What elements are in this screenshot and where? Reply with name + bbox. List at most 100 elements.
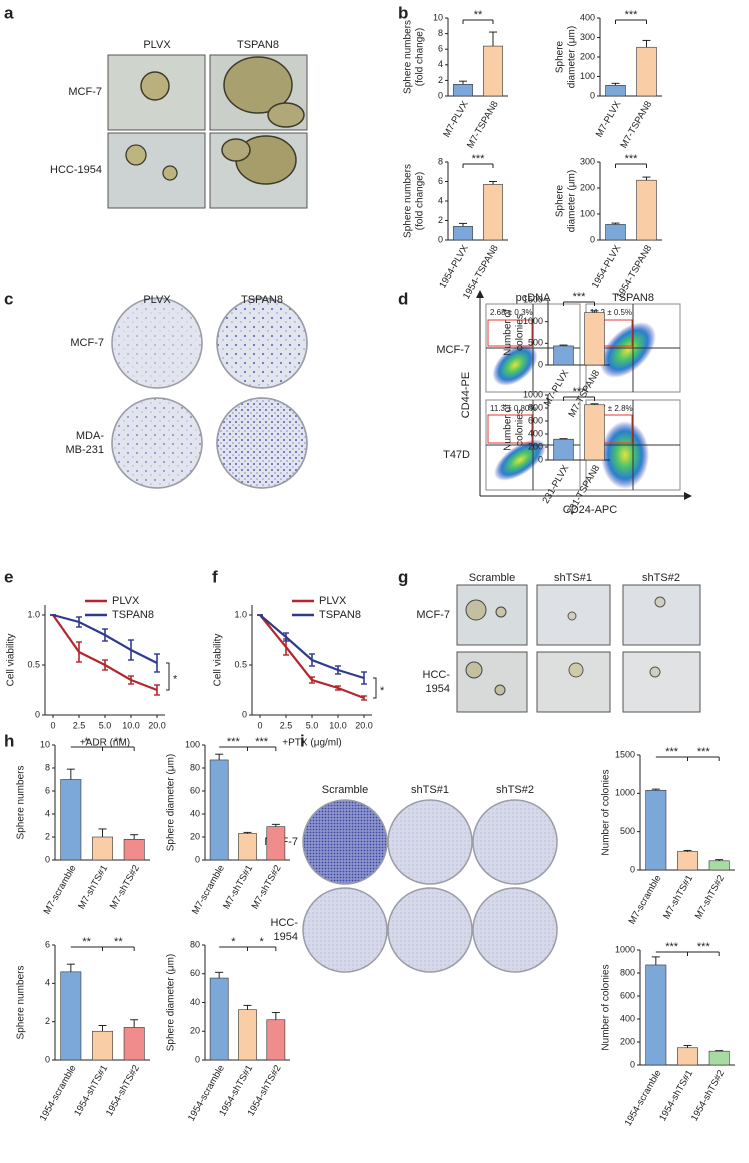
y-tick-label: 0 (45, 1054, 50, 1064)
column-label: TSPAN8 (237, 39, 279, 51)
column-label: PLVX (143, 39, 171, 51)
y-tick-label: 0 (195, 854, 200, 864)
error-bar (651, 956, 660, 965)
y-tick-label: 0 (538, 454, 543, 464)
facs-plots (476, 290, 692, 500)
y-tick-label: 4 (438, 59, 443, 69)
x-tick-label: 20.0 (355, 720, 373, 730)
error-bar (559, 344, 568, 346)
error-bar (98, 828, 107, 837)
x-tick-label: M7-PLVX (441, 99, 471, 140)
significance-label: * (85, 736, 90, 748)
y-tick-label: 200 (528, 441, 543, 451)
error-bar (154, 684, 160, 696)
gate-label: 11.2 ± 0.5% (590, 308, 632, 317)
x-tick-label: 5.0 (99, 720, 112, 730)
y-tick-label: 80 (190, 762, 200, 772)
bar (553, 438, 574, 461)
bar (708, 1050, 730, 1066)
x-axis-label: CD24-APC (563, 504, 617, 516)
row-label: T47D (443, 449, 470, 461)
column-label: pcDNA (516, 292, 552, 304)
column-label: Scramble (322, 784, 368, 796)
y-tick-label: 1000 (615, 944, 635, 954)
bar (209, 759, 229, 861)
significance-label: *** (697, 941, 711, 953)
error-bar (215, 971, 224, 979)
y-tick-label: 8 (45, 762, 50, 772)
y-tick-label: 8 (438, 156, 443, 166)
error-bar (243, 1004, 252, 1010)
x-tick-label: M7-TSPAN8 (465, 99, 501, 150)
y-tick-label: 1500 (615, 749, 635, 759)
significance-label: * (173, 673, 178, 685)
y-tick-label: 6 (438, 44, 443, 54)
x-tick-label: M7-scramble (42, 863, 79, 916)
y-tick-label: 200 (620, 1036, 635, 1046)
row-label: MB-231 (65, 444, 104, 456)
column-label: shTS#1 (411, 784, 449, 796)
significance-label: ** (82, 936, 91, 948)
x-tick-label: 5.0 (306, 720, 319, 730)
panel-letter: h (4, 731, 14, 750)
y-tick-label: 0 (195, 1054, 200, 1064)
gate-label: 11.3 ± 0.80% (490, 404, 537, 413)
y-tick-label: 1.0 (234, 609, 247, 619)
y-tick-label: 40 (190, 997, 200, 1007)
y-axis-label: diameter (μm) (567, 26, 578, 88)
y-tick-label: 1000 (615, 788, 635, 798)
bar (483, 184, 503, 241)
error-bar (283, 632, 289, 642)
panel-letter: f (212, 567, 218, 586)
row-label: MCF-7 (436, 344, 470, 356)
y-axis-label: Sphere diameter (μm) (166, 754, 177, 851)
error-bar (271, 1012, 280, 1020)
x-tick-label: M7-scramble (627, 873, 664, 926)
column-label: shTS#1 (554, 572, 592, 584)
panel-letter: g (398, 567, 408, 586)
error-bar (651, 788, 660, 791)
y-axis-label: (fold change) (415, 28, 426, 86)
bar (636, 179, 657, 241)
bar (584, 404, 605, 461)
dishes-i (302, 799, 558, 973)
y-tick-label: 100 (580, 71, 595, 81)
y-tick-label: 2 (45, 831, 50, 841)
panel-letter: i (300, 731, 305, 750)
legend-label: PLVX (319, 595, 347, 607)
column-label: shTS#2 (642, 572, 680, 584)
error-bar (361, 671, 367, 685)
row-label: HCC- (423, 669, 451, 681)
y-tick-label: 20 (190, 1026, 200, 1036)
y-axis-label: Number of colonies (601, 769, 612, 855)
x-axis-label: +PTX (μg/ml) (282, 738, 341, 749)
bar (636, 46, 657, 97)
bar (677, 851, 698, 871)
y-tick-label: 60 (190, 785, 200, 795)
error-bar (130, 834, 139, 840)
column-label: TSPAN8 (612, 292, 654, 304)
bar (708, 860, 730, 871)
bar (453, 226, 473, 241)
y-axis-label: CD44-PE (460, 372, 472, 418)
x-tick-label: M7-shTS#1 (661, 873, 695, 921)
significance-label: *** (697, 746, 711, 758)
bar (677, 1047, 698, 1066)
y-axis-label: (fold change) (415, 172, 426, 230)
y-tick-label: 300 (580, 32, 595, 42)
error-bar (128, 639, 134, 661)
error-bar (66, 963, 75, 972)
x-tick-label: 1954-PLVX (437, 243, 471, 291)
column-label: Scramble (469, 572, 515, 584)
x-tick-label: 1954-shTS#2 (689, 1068, 727, 1123)
y-tick-label: 6 (45, 939, 50, 949)
dishes-c (111, 297, 308, 489)
y-tick-label: 0 (590, 234, 595, 244)
x-tick-label: 1954-PLVX (590, 243, 624, 291)
error-bar (102, 628, 108, 642)
bar (60, 971, 82, 1061)
panel-letter: a (4, 3, 14, 22)
y-tick-label: 6 (438, 176, 443, 186)
column-label: TSPAN8 (241, 294, 283, 306)
